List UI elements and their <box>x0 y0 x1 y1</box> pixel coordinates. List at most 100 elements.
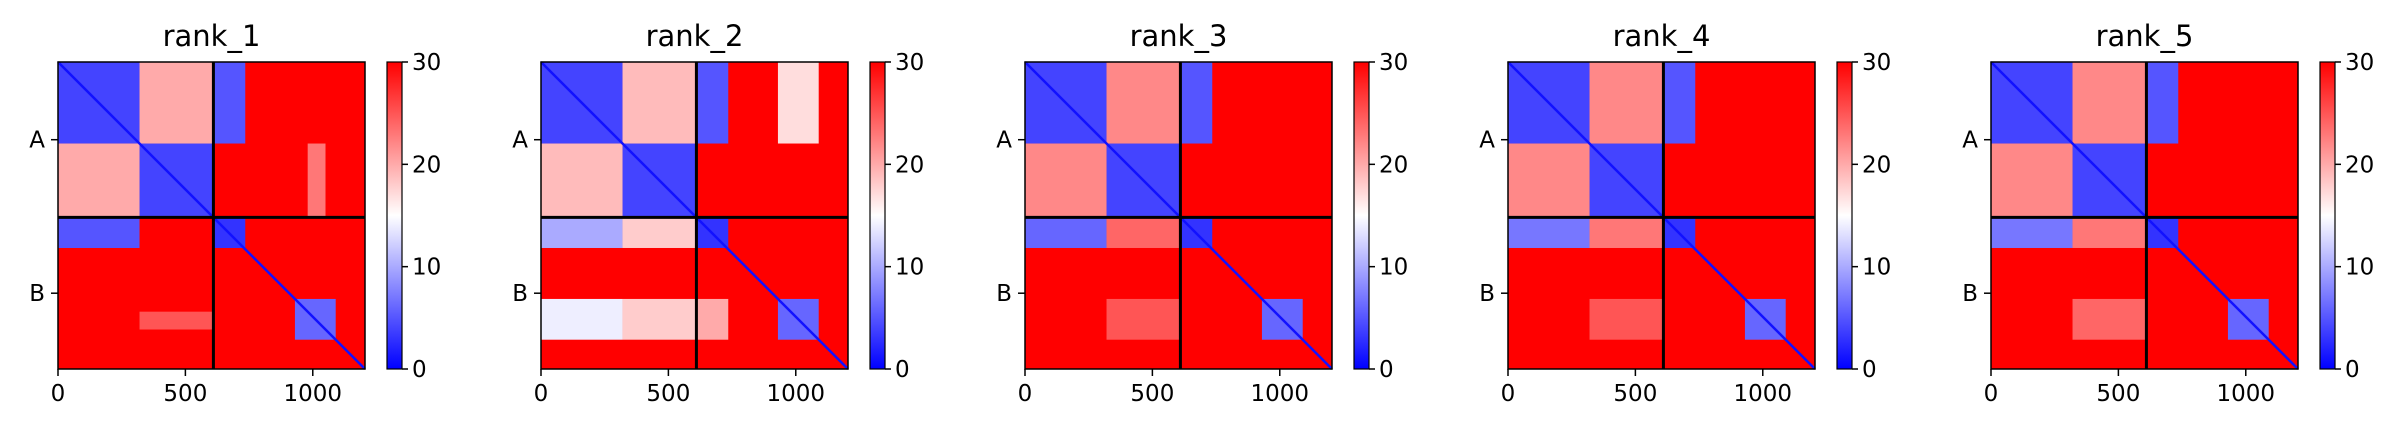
heatmap-block-3 <box>139 62 214 144</box>
colorbar: 0 10 20 30 <box>1836 50 1891 383</box>
colorbar-tick-label: 20 <box>2345 152 2374 178</box>
colorbar-tick-label: 0 <box>895 357 910 383</box>
heatmap-block-5 <box>213 62 246 144</box>
colorbar-tick-label: 30 <box>1379 50 1408 76</box>
colorbar: 0 10 20 30 <box>2319 50 2374 383</box>
colorbar-tick-label: 0 <box>1862 357 1877 383</box>
diagonal-line <box>1507 61 1816 370</box>
panel-title: rank_1 <box>163 19 261 53</box>
diagonal-line <box>540 61 849 370</box>
panel-5: rank_5 0 500 1000 A B 0 10 20 30 <box>1962 19 2374 407</box>
axes-frame <box>1507 61 1816 370</box>
colorbar-tick-label: 30 <box>2345 50 2374 76</box>
colorbar-tick-label: 30 <box>1862 50 1891 76</box>
heatmap-block-6 <box>58 217 140 248</box>
heatmap-block-5 <box>1663 62 1696 144</box>
heatmap-block-4 <box>1991 143 2073 218</box>
colorbar-tick-label: 10 <box>412 255 441 281</box>
panel-2: rank_2 0 500 1000 A B 0 10 20 30 <box>512 19 924 407</box>
colorbar-tick-label: 10 <box>1379 255 1408 281</box>
colorbar-frame <box>1836 61 1853 370</box>
heatmap-block-4 <box>58 143 140 218</box>
heatmap-block-7 <box>1589 217 1664 248</box>
x-tick-label: 0 <box>51 381 66 407</box>
colorbar: 0 10 20 30 <box>869 50 924 383</box>
colorbar-tick-label: 20 <box>412 152 441 178</box>
colorbar-gradient <box>2320 62 2335 369</box>
panel-3: rank_3 0 500 1000 A B 0 10 20 30 <box>996 19 1408 407</box>
heatmap-block-9 <box>307 143 326 218</box>
chain-label-B: B <box>512 281 528 307</box>
chain-label-A: A <box>996 128 1012 154</box>
heatmap-block-5 <box>2146 62 2179 144</box>
colorbar-frame <box>1353 61 1370 370</box>
heatmap-block-4 <box>1508 143 1590 218</box>
colorbar: 0 10 20 30 <box>1353 50 1408 383</box>
x-tick-label: 500 <box>2096 381 2140 407</box>
heatmap-block-3 <box>1589 62 1664 144</box>
heatmap-block-10 <box>1106 298 1181 340</box>
colorbar-gradient <box>387 62 402 369</box>
chain-label-A: A <box>512 128 528 154</box>
x-tick-label: 1000 <box>1733 381 1792 407</box>
x-tick-label: 0 <box>534 381 549 407</box>
diagonal-line <box>1024 61 1333 370</box>
heatmap-block-7 <box>1106 217 1181 248</box>
colorbar-tick-label: 30 <box>895 50 924 76</box>
x-tick-label: 0 <box>1501 381 1516 407</box>
colorbar-gradient <box>870 62 885 369</box>
colorbar-tick-label: 20 <box>1379 152 1408 178</box>
colorbar-tick-label: 20 <box>895 152 924 178</box>
chain-label-A: A <box>1479 128 1495 154</box>
x-tick-label: 500 <box>1130 381 1174 407</box>
axes-frame <box>1024 61 1333 370</box>
heatmap-block-13 <box>777 62 819 144</box>
heatmap-block-4 <box>541 143 623 218</box>
x-tick-label: 0 <box>1984 381 1999 407</box>
chain-label-A: A <box>29 128 45 154</box>
colorbar-tick-label: 0 <box>412 357 427 383</box>
x-tick-label: 1000 <box>2216 381 2275 407</box>
heatmap-block-5 <box>1180 62 1213 144</box>
heatmap-block-6 <box>1025 217 1107 248</box>
panel-4: rank_4 0 500 1000 A B 0 10 20 30 <box>1479 19 1891 407</box>
colorbar-tick-label: 10 <box>2345 255 2374 281</box>
colorbar-tick-label: 30 <box>412 50 441 76</box>
chain-label-B: B <box>29 281 45 307</box>
axes-frame <box>1990 61 2299 370</box>
heatmap-block-3 <box>622 62 697 144</box>
colorbar-frame <box>386 61 403 370</box>
colorbar-tick-label: 10 <box>1862 255 1891 281</box>
panel-title: rank_5 <box>2096 19 2194 53</box>
chain-label-B: B <box>1479 281 1495 307</box>
x-tick-label: 500 <box>1613 381 1657 407</box>
x-tick-label: 500 <box>646 381 690 407</box>
panel-title: rank_4 <box>1613 19 1711 53</box>
colorbar-frame <box>869 61 886 370</box>
colorbar-tick-label: 0 <box>1379 357 1394 383</box>
colorbar-frame <box>2319 61 2336 370</box>
heatmap-block-7 <box>2072 217 2147 248</box>
heatmap-block-6 <box>541 217 623 248</box>
colorbar-gradient <box>1837 62 1852 369</box>
diagonal-line <box>1990 61 2299 370</box>
panel-title: rank_2 <box>646 19 744 53</box>
heatmap-block-3 <box>1106 62 1181 144</box>
chain-label-B: B <box>996 281 1012 307</box>
colorbar-tick-label: 0 <box>2345 357 2360 383</box>
colorbar-tick-label: 10 <box>895 255 924 281</box>
panel-title: rank_3 <box>1130 19 1228 53</box>
x-tick-label: 1000 <box>1250 381 1309 407</box>
heatmap-block-12 <box>696 298 729 340</box>
diagonal-line <box>57 61 366 370</box>
heatmap-block-10 <box>541 298 623 340</box>
panel-1: rank_1 0 500 1000 A B 0 10 20 30 <box>29 19 441 407</box>
heatmap-block-10 <box>1589 298 1664 340</box>
heatmap-block-10 <box>139 311 214 330</box>
chain-label-A: A <box>1962 128 1978 154</box>
axes-frame <box>57 61 366 370</box>
heatmap-block-6 <box>1991 217 2073 248</box>
x-tick-label: 0 <box>1018 381 1033 407</box>
colorbar-gradient <box>1354 62 1369 369</box>
